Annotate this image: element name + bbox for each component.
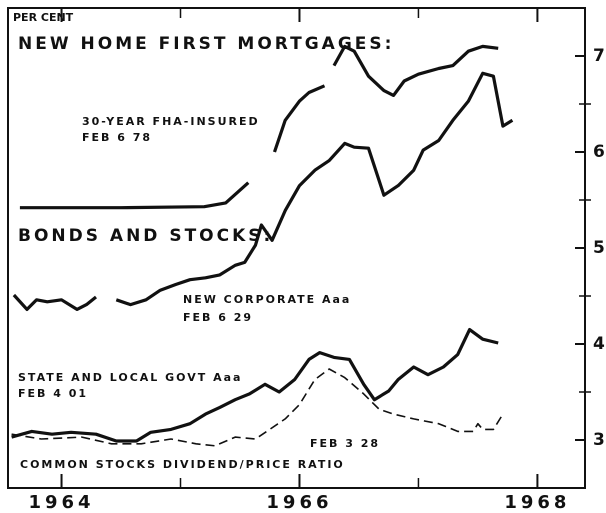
section-heading: BONDS AND STOCKS: — [18, 226, 273, 246]
series-line — [11, 368, 504, 447]
y-axis-label: PER CENT — [13, 11, 74, 24]
series-label: STATE AND LOCAL GOVT Aaa — [18, 371, 242, 384]
series-note: FEB 3 28 — [310, 437, 380, 450]
x-tick-label: 1964 — [28, 492, 94, 513]
y-tick-label: 3 — [593, 430, 606, 450]
section-heading: NEW HOME FIRST MORTGAGES: — [18, 34, 394, 54]
series-label: 30-YEAR FHA-INSURED — [82, 115, 260, 128]
x-tick-label: 1968 — [504, 492, 570, 513]
y-tick-label: 5 — [593, 238, 606, 258]
series-note: FEB 6 29 — [183, 311, 253, 324]
series-label: NEW CORPORATE Aaa — [183, 293, 351, 306]
y-tick-label: 6 — [593, 142, 606, 162]
x-tick-label: 1966 — [266, 492, 332, 513]
series-line — [12, 71, 514, 311]
plot-frame — [7, 7, 586, 489]
series-note: FEB 4 01 — [18, 387, 88, 400]
series-label: COMMON STOCKS DIVIDEND/PRICE RATIO — [20, 458, 345, 471]
y-tick-label: 7 — [593, 46, 606, 66]
series-line — [11, 328, 499, 443]
series-line — [19, 44, 499, 210]
y-tick-label: 4 — [593, 334, 606, 354]
series-note: FEB 6 78 — [82, 131, 152, 144]
